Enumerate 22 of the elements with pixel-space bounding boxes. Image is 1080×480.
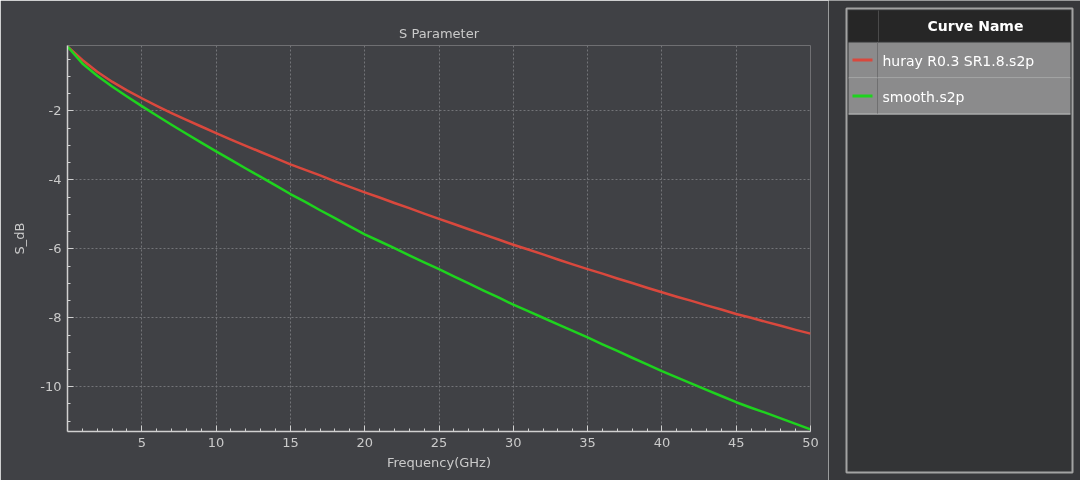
y-axis-title: S_dB	[12, 222, 28, 255]
x-tick-label: 50	[802, 434, 819, 450]
y-tick-label: -4	[48, 172, 62, 188]
x-tick-label: 35	[579, 434, 596, 450]
y-tick-label: -8	[48, 310, 62, 326]
x-tick-label: 10	[207, 434, 225, 450]
legend-label: smooth.s2p	[882, 89, 965, 105]
x-axis-title: Frequency(GHz)	[387, 454, 491, 470]
y-tick-label: -6	[48, 241, 62, 257]
y-tick-label: -2	[48, 103, 62, 119]
legend-title: Curve Name	[927, 18, 1024, 34]
x-tick-label: 15	[282, 434, 299, 450]
x-tick-label: 5	[137, 434, 146, 450]
x-tick-label: 25	[430, 434, 448, 450]
x-tick-label: 30	[505, 434, 522, 450]
x-tick-label: 45	[727, 434, 745, 450]
line-series	[67, 45, 811, 431]
x-tick-label: 20	[356, 434, 373, 450]
chart-title: S Parameter	[398, 25, 480, 41]
legend-label: huray R0.3 SR1.8.s2p	[882, 53, 1035, 69]
x-tick-label: 40	[653, 434, 671, 450]
y-tick-label: -10	[40, 379, 62, 395]
